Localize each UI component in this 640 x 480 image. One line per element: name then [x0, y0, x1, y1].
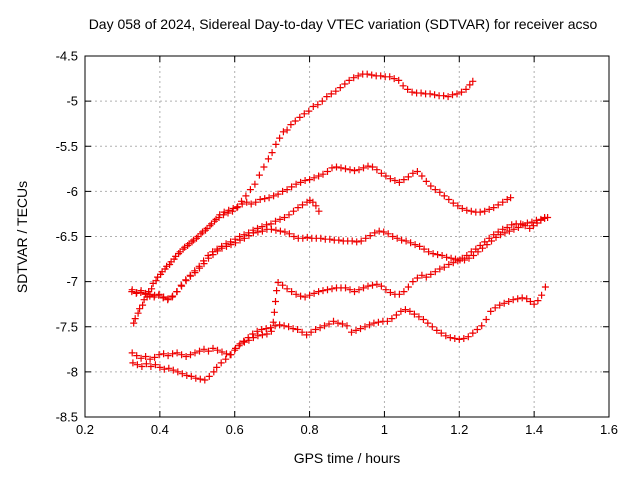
x-tick-label: 1	[381, 422, 388, 437]
y-tick-label: -8.5	[56, 410, 78, 425]
x-tick-label: 0.4	[151, 422, 169, 437]
x-axis-title: GPS time / hours	[293, 450, 401, 466]
y-tick-label: -6.5	[56, 229, 78, 244]
x-tick-label: 1.6	[600, 422, 618, 437]
data-series-5	[128, 214, 552, 363]
chart-title: Day 058 of 2024, Sidereal Day-to-day VTE…	[88, 16, 598, 32]
data-series-6	[129, 283, 549, 384]
x-tick-label: 0.8	[301, 422, 319, 437]
y-tick-label: -7.5	[56, 319, 78, 334]
y-tick-label: -5.5	[56, 139, 78, 154]
x-tick-label: 1.2	[450, 422, 468, 437]
data-series-2	[131, 162, 515, 323]
data-series-4	[128, 196, 323, 304]
y-tick-label: -5	[66, 94, 78, 109]
x-tick-label: 0.6	[226, 422, 244, 437]
x-tick-label: 1.4	[525, 422, 543, 437]
data-series-3	[128, 214, 549, 303]
y-tick-label: -4.5	[56, 49, 78, 64]
y-tick-label: -6	[66, 184, 78, 199]
y-tick-label: -7	[66, 274, 78, 289]
data-series-1	[130, 70, 477, 327]
y-tick-label: -8	[66, 364, 78, 379]
x-tick-label: 0.2	[76, 422, 94, 437]
